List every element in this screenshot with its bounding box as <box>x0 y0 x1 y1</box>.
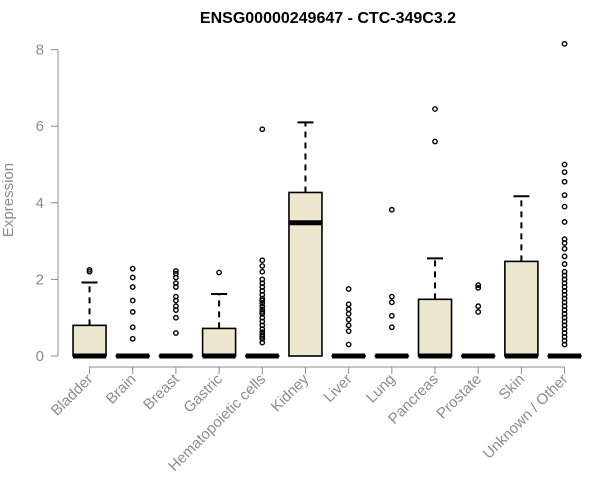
iqr-box <box>72 324 107 357</box>
outlier-point <box>475 282 482 289</box>
outlier-point <box>173 293 179 300</box>
iqr-box <box>417 298 453 357</box>
outlier-point <box>129 265 136 272</box>
box-group <box>547 40 582 359</box>
iqr-box <box>288 191 323 357</box>
box-group <box>72 266 107 359</box>
outlier-point <box>561 245 568 252</box>
outlier-point <box>259 126 266 133</box>
iqr-box <box>504 260 539 357</box>
outlier-point <box>173 270 179 277</box>
box-group <box>288 121 323 357</box>
outlier-point <box>345 316 352 323</box>
outlier-point <box>432 138 438 145</box>
outlier-point <box>561 178 568 185</box>
outlier-point <box>259 257 266 264</box>
outlier-point <box>388 293 395 300</box>
outlier-point <box>561 219 568 225</box>
outlier-point <box>475 303 482 310</box>
outlier-point <box>432 106 438 112</box>
box-group <box>115 265 151 359</box>
box-group <box>158 268 194 359</box>
outlier-point <box>129 284 136 290</box>
outlier-point <box>259 297 266 304</box>
outlier-point <box>561 236 568 243</box>
outlier-point <box>475 284 482 291</box>
outlier-point <box>475 309 482 315</box>
iqr-box <box>201 327 237 357</box>
outlier-point <box>561 161 568 168</box>
outlier-point <box>561 192 568 199</box>
outlier-point <box>345 306 352 313</box>
outlier-point <box>129 324 136 331</box>
outlier-point <box>345 286 352 292</box>
outlier-point <box>259 303 266 310</box>
outlier-point <box>345 301 352 308</box>
box-group <box>504 195 539 359</box>
outlier-point <box>86 268 93 275</box>
outlier-point <box>259 309 266 315</box>
outlier-point <box>388 312 395 319</box>
outlier-point <box>259 332 266 338</box>
outlier-point <box>173 314 179 321</box>
box-group <box>244 126 280 359</box>
outlier-point <box>345 328 352 335</box>
y-tick-label: 8 <box>36 42 44 59</box>
chart-title: ENSG00000249647 - CTC-349C3.2 <box>200 10 456 27</box>
outlier-point <box>345 341 352 348</box>
outlier-point <box>561 261 568 267</box>
box-group <box>331 286 366 359</box>
outlier-point <box>173 303 179 310</box>
outlier-point <box>345 322 352 329</box>
outlier-point <box>173 280 179 287</box>
box-group <box>201 269 237 359</box>
outlier-point <box>561 253 568 260</box>
outlier-point <box>561 268 568 275</box>
outlier-point <box>259 329 266 336</box>
x-tick-label: Kidney <box>268 370 313 415</box>
outlier-point <box>173 268 179 274</box>
y-tick-label: 4 <box>36 195 44 212</box>
outlier-point <box>86 266 93 273</box>
outlier-point <box>216 269 222 276</box>
y-tick-label: 2 <box>36 271 44 288</box>
outlier-point <box>259 263 266 269</box>
outlier-point <box>561 40 568 47</box>
outlier-point <box>561 169 568 176</box>
outlier-point <box>388 206 395 213</box>
box-group <box>374 206 410 359</box>
outlier-point <box>561 203 568 210</box>
x-tick-label: Lung <box>363 371 399 407</box>
outlier-point <box>259 306 266 313</box>
x-tick-label: Brain <box>103 371 140 408</box>
y-axis: 0 2 4 6 8 <box>36 42 59 365</box>
box-group <box>460 282 496 359</box>
boxes-layer <box>72 40 582 359</box>
y-tick-label: 0 <box>36 348 44 365</box>
outlier-point <box>173 330 179 336</box>
x-tick-label: Prostate <box>433 371 485 423</box>
outlier-point <box>345 310 352 317</box>
x-tick-label: Skin <box>496 371 529 404</box>
box-group <box>417 106 453 359</box>
outlier-point <box>388 299 395 306</box>
outlier-point <box>129 297 136 304</box>
outlier-point <box>129 274 136 281</box>
outlier-point <box>388 324 395 331</box>
y-tick-label: 6 <box>36 118 44 135</box>
outlier-point <box>259 276 266 283</box>
outlier-point <box>259 268 266 275</box>
x-tick-label: Bladder <box>48 371 97 420</box>
x-tick-label: Liver <box>320 371 355 406</box>
y-axis-label: Expression <box>0 163 17 237</box>
outlier-point <box>129 309 136 315</box>
x-tick-label: Breast <box>140 370 183 413</box>
outlier-point <box>129 335 136 342</box>
